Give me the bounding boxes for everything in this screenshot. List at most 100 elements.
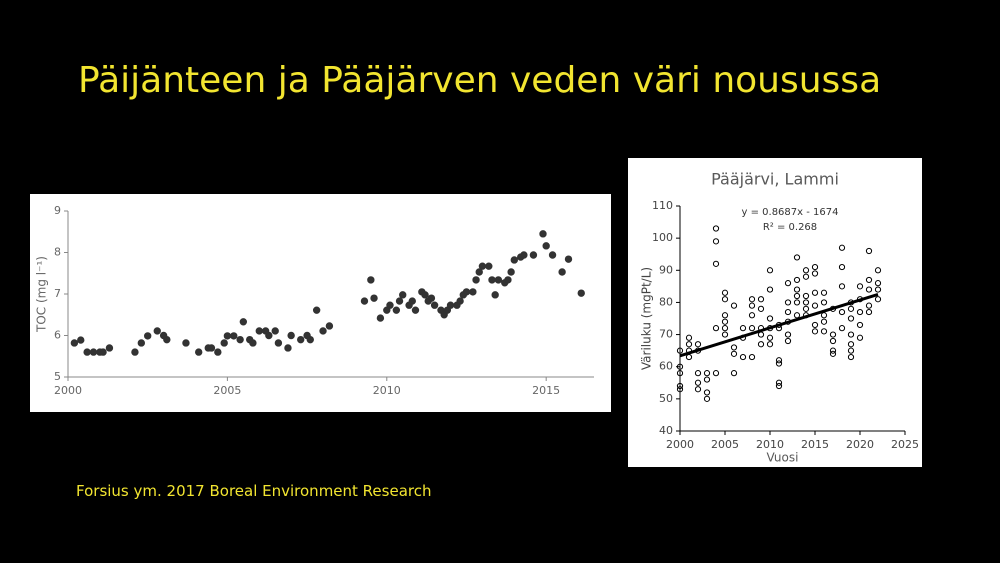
data-point [143, 332, 152, 340]
data-point [488, 276, 496, 284]
data-point [793, 299, 801, 306]
data-point [748, 312, 756, 319]
data-point [712, 325, 720, 332]
data-point [838, 325, 846, 332]
data-point [239, 318, 248, 326]
data-point [386, 301, 394, 309]
data-point [784, 337, 792, 345]
data-point [730, 344, 738, 351]
data-point [766, 267, 774, 274]
data-point [456, 297, 464, 305]
data-point [325, 322, 334, 330]
data-point [757, 296, 765, 303]
data-point [739, 353, 747, 361]
data-point [297, 335, 305, 344]
data-point [721, 296, 729, 303]
x-tick-label: 2000 [54, 384, 82, 397]
data-point [748, 325, 756, 332]
x-tick-label: 2010 [756, 438, 784, 451]
data-point [255, 327, 263, 335]
x-axis-label: Vuosi [767, 451, 799, 465]
data-point [847, 305, 855, 312]
data-point [802, 305, 810, 312]
slide-title: Päijänteen ja Pääjärven veden väri nousu… [78, 60, 882, 101]
data-point [265, 331, 273, 340]
data-point [784, 308, 792, 316]
data-point [739, 325, 747, 332]
x-tick-label: 2010 [373, 384, 401, 397]
data-point [491, 291, 499, 299]
data-point [865, 247, 873, 255]
data-point [421, 291, 429, 299]
data-point [721, 318, 729, 325]
data-point [694, 379, 702, 386]
data-point [856, 334, 864, 341]
data-point [784, 280, 792, 287]
y-tick-label: 80 [659, 295, 673, 308]
data-point [430, 301, 439, 309]
data-point [793, 254, 801, 261]
data-point [712, 225, 720, 232]
data-point [475, 268, 483, 276]
data-point [284, 344, 292, 352]
data-point [411, 306, 420, 314]
data-point [811, 321, 819, 329]
data-point [820, 289, 828, 296]
data-point [811, 289, 819, 296]
data-point [685, 334, 693, 341]
data-point [83, 348, 91, 356]
data-point [312, 306, 321, 314]
data-point [856, 283, 864, 290]
data-point [820, 299, 828, 306]
data-point [766, 341, 774, 348]
data-point [748, 302, 756, 309]
data-point [676, 382, 684, 390]
data-point [721, 325, 729, 332]
data-point [730, 302, 738, 309]
data-point [676, 386, 684, 393]
data-point [865, 308, 873, 316]
data-point [802, 273, 810, 280]
data-point [249, 339, 257, 347]
y-tick-label: 90 [659, 263, 673, 276]
data-point [838, 308, 846, 316]
data-point [182, 339, 190, 347]
data-point [793, 286, 801, 293]
data-point [694, 370, 702, 377]
data-point [399, 291, 407, 299]
data-point [847, 341, 855, 348]
data-point [775, 382, 783, 390]
y-tick-label: 110 [652, 199, 673, 212]
data-point [676, 347, 684, 354]
data-point [838, 263, 846, 271]
x-tick-label: 2025 [891, 438, 919, 451]
x-tick-label: 2015 [532, 384, 560, 397]
trend-line [679, 292, 879, 358]
data-point [784, 331, 792, 338]
y-tick-label: 5 [54, 370, 61, 383]
data-point [784, 299, 792, 306]
data-point [802, 267, 810, 274]
data-point [802, 292, 810, 300]
data-point [811, 302, 819, 309]
data-point [694, 341, 702, 348]
data-point [539, 230, 547, 238]
data-point [392, 306, 401, 314]
data-point [874, 296, 882, 303]
chart-title: Pääjärvi, Lammi [711, 170, 839, 189]
y-tick-label: 70 [659, 328, 673, 341]
data-point [99, 348, 107, 356]
data-point [306, 335, 314, 344]
y-axis-label: Väriluku (mgPt/L) [640, 267, 654, 370]
data-point [504, 276, 512, 284]
data-point [703, 370, 711, 377]
data-point [195, 348, 203, 356]
data-point [775, 379, 783, 386]
data-point [703, 389, 711, 396]
data-point [793, 276, 801, 284]
data-point [163, 335, 171, 344]
data-point [395, 297, 404, 305]
x-tick-label: 2015 [801, 438, 829, 451]
data-point [685, 341, 693, 348]
